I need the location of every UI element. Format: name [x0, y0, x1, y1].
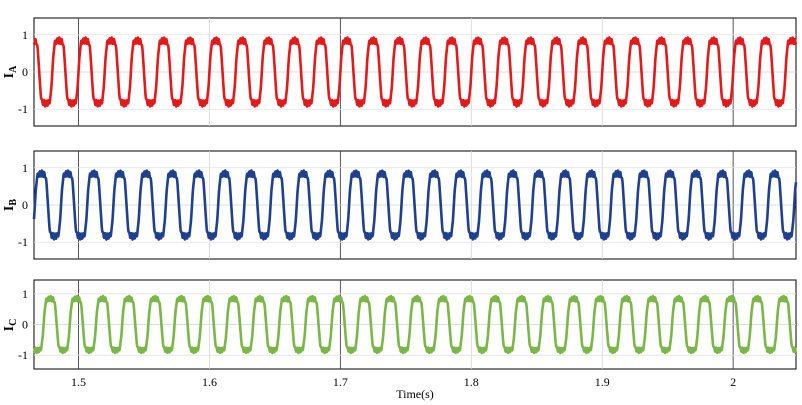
phase-b-ylabel-sub: B — [8, 199, 19, 206]
x-axis-ticks: 1.5 1.6 1.7 1.8 1.9 2 — [71, 375, 736, 389]
phase-b-ylabel: IB — [2, 199, 19, 211]
x-tick-label: 1.7 — [333, 375, 348, 389]
phase-c-ytick-label: -1 — [18, 348, 28, 362]
phase-a-gridlines — [34, 18, 796, 126]
phase-a-ylabel-main: I — [2, 73, 17, 78]
phase-c-current-trace — [32, 294, 798, 355]
phase-b-ytick-label: 1 — [22, 161, 28, 175]
phase-a-ylabel: IA — [2, 65, 19, 78]
x-tick-label: 2 — [730, 375, 736, 389]
phase-c-ytick-label: 0 — [22, 318, 28, 332]
x-tick-label: 1.9 — [595, 375, 610, 389]
phase-a-ytick-label: 0 — [22, 65, 28, 79]
phase-c-ylabel: IC — [2, 319, 19, 332]
panel-phase-c: 1 0 -1 IC — [2, 279, 798, 370]
phase-b-ytick-label: -1 — [18, 235, 28, 249]
panel-phase-a: 1 0 -1 IA — [2, 17, 798, 127]
phase-a-ytick-label: -1 — [18, 102, 28, 116]
phase-b-ylabel-main: I — [2, 206, 17, 211]
phase-c-ylabel-main: I — [2, 326, 17, 331]
x-axis-label: Time(s) — [396, 387, 434, 401]
phase-c-ylabel-sub: C — [8, 319, 19, 326]
phase-a-ylabel-sub: A — [8, 65, 19, 73]
phase-b-ytick-label: 0 — [22, 198, 28, 212]
phase-b-current-trace — [32, 169, 798, 241]
phase-a-yticks: 1 0 -1 — [18, 28, 28, 116]
panel-phase-b: 1 0 -1 IB — [2, 150, 798, 260]
phase-a-current-trace — [32, 36, 798, 108]
phase-c-ytick-label: 1 — [22, 287, 28, 301]
phase-a-ytick-label: 1 — [22, 28, 28, 42]
x-tick-label: 1.6 — [202, 375, 217, 389]
phase-c-yticks: 1 0 -1 — [18, 287, 28, 362]
x-tick-label: 1.5 — [71, 375, 86, 389]
phase-b-yticks: 1 0 -1 — [18, 161, 28, 249]
x-tick-label: 1.8 — [464, 375, 479, 389]
